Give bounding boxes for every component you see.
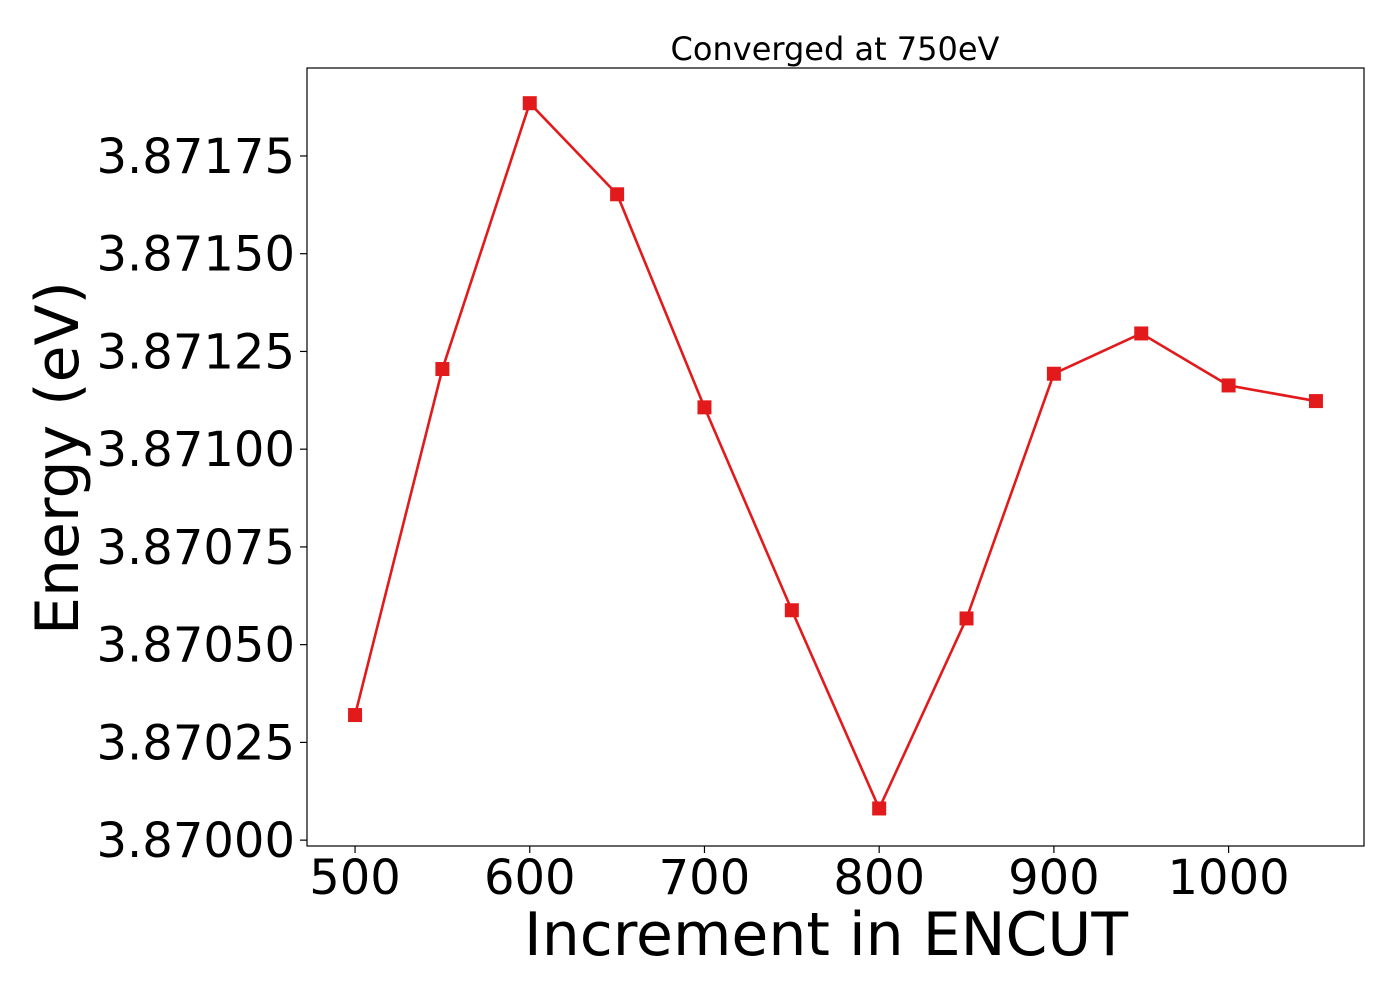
series-line bbox=[353, 101, 1317, 810]
x-tick-label: 500 bbox=[309, 850, 401, 906]
y-tick-label: 3.87000 bbox=[97, 813, 296, 869]
data-point bbox=[1308, 394, 1323, 409]
data-point bbox=[1046, 366, 1061, 381]
y-tick-label: 3.87025 bbox=[97, 715, 296, 771]
data-point bbox=[348, 708, 363, 723]
x-tick-label: 1000 bbox=[1168, 850, 1290, 906]
chart-title: Converged at 750eV bbox=[671, 30, 1000, 68]
x-tick-label: 600 bbox=[484, 850, 576, 906]
y-tick-label: 3.87075 bbox=[97, 520, 296, 576]
y-axis-label: Energy (eV) bbox=[23, 281, 93, 635]
series-layer bbox=[348, 96, 1323, 816]
data-point bbox=[784, 603, 799, 618]
data-point bbox=[697, 400, 712, 415]
x-tick-label: 800 bbox=[833, 850, 925, 906]
x-axis-label: Increment in ENCUT bbox=[524, 900, 1128, 970]
data-point bbox=[522, 96, 537, 111]
data-point bbox=[610, 187, 625, 202]
data-point bbox=[1221, 378, 1236, 393]
data-point bbox=[872, 801, 887, 816]
x-tick-label: 700 bbox=[659, 850, 751, 906]
y-tick-label: 3.87050 bbox=[97, 618, 296, 674]
data-point bbox=[959, 611, 974, 626]
data-point bbox=[435, 362, 450, 377]
plot-area-frame bbox=[306, 67, 1365, 847]
y-tick-label: 3.87100 bbox=[97, 422, 296, 478]
data-point bbox=[1134, 326, 1149, 341]
x-axis-ticks: 500 600 700 800 900 1000 bbox=[309, 846, 1290, 906]
y-axis-ticks: 3.87000 3.87025 3.87050 3.87075 3.87100 3.871… bbox=[97, 129, 307, 869]
y-tick-label: 3.87175 bbox=[97, 129, 296, 185]
y-tick-label: 3.87150 bbox=[97, 227, 296, 283]
y-tick-label: 3.87125 bbox=[97, 324, 296, 380]
x-tick-label: 900 bbox=[1008, 850, 1100, 906]
